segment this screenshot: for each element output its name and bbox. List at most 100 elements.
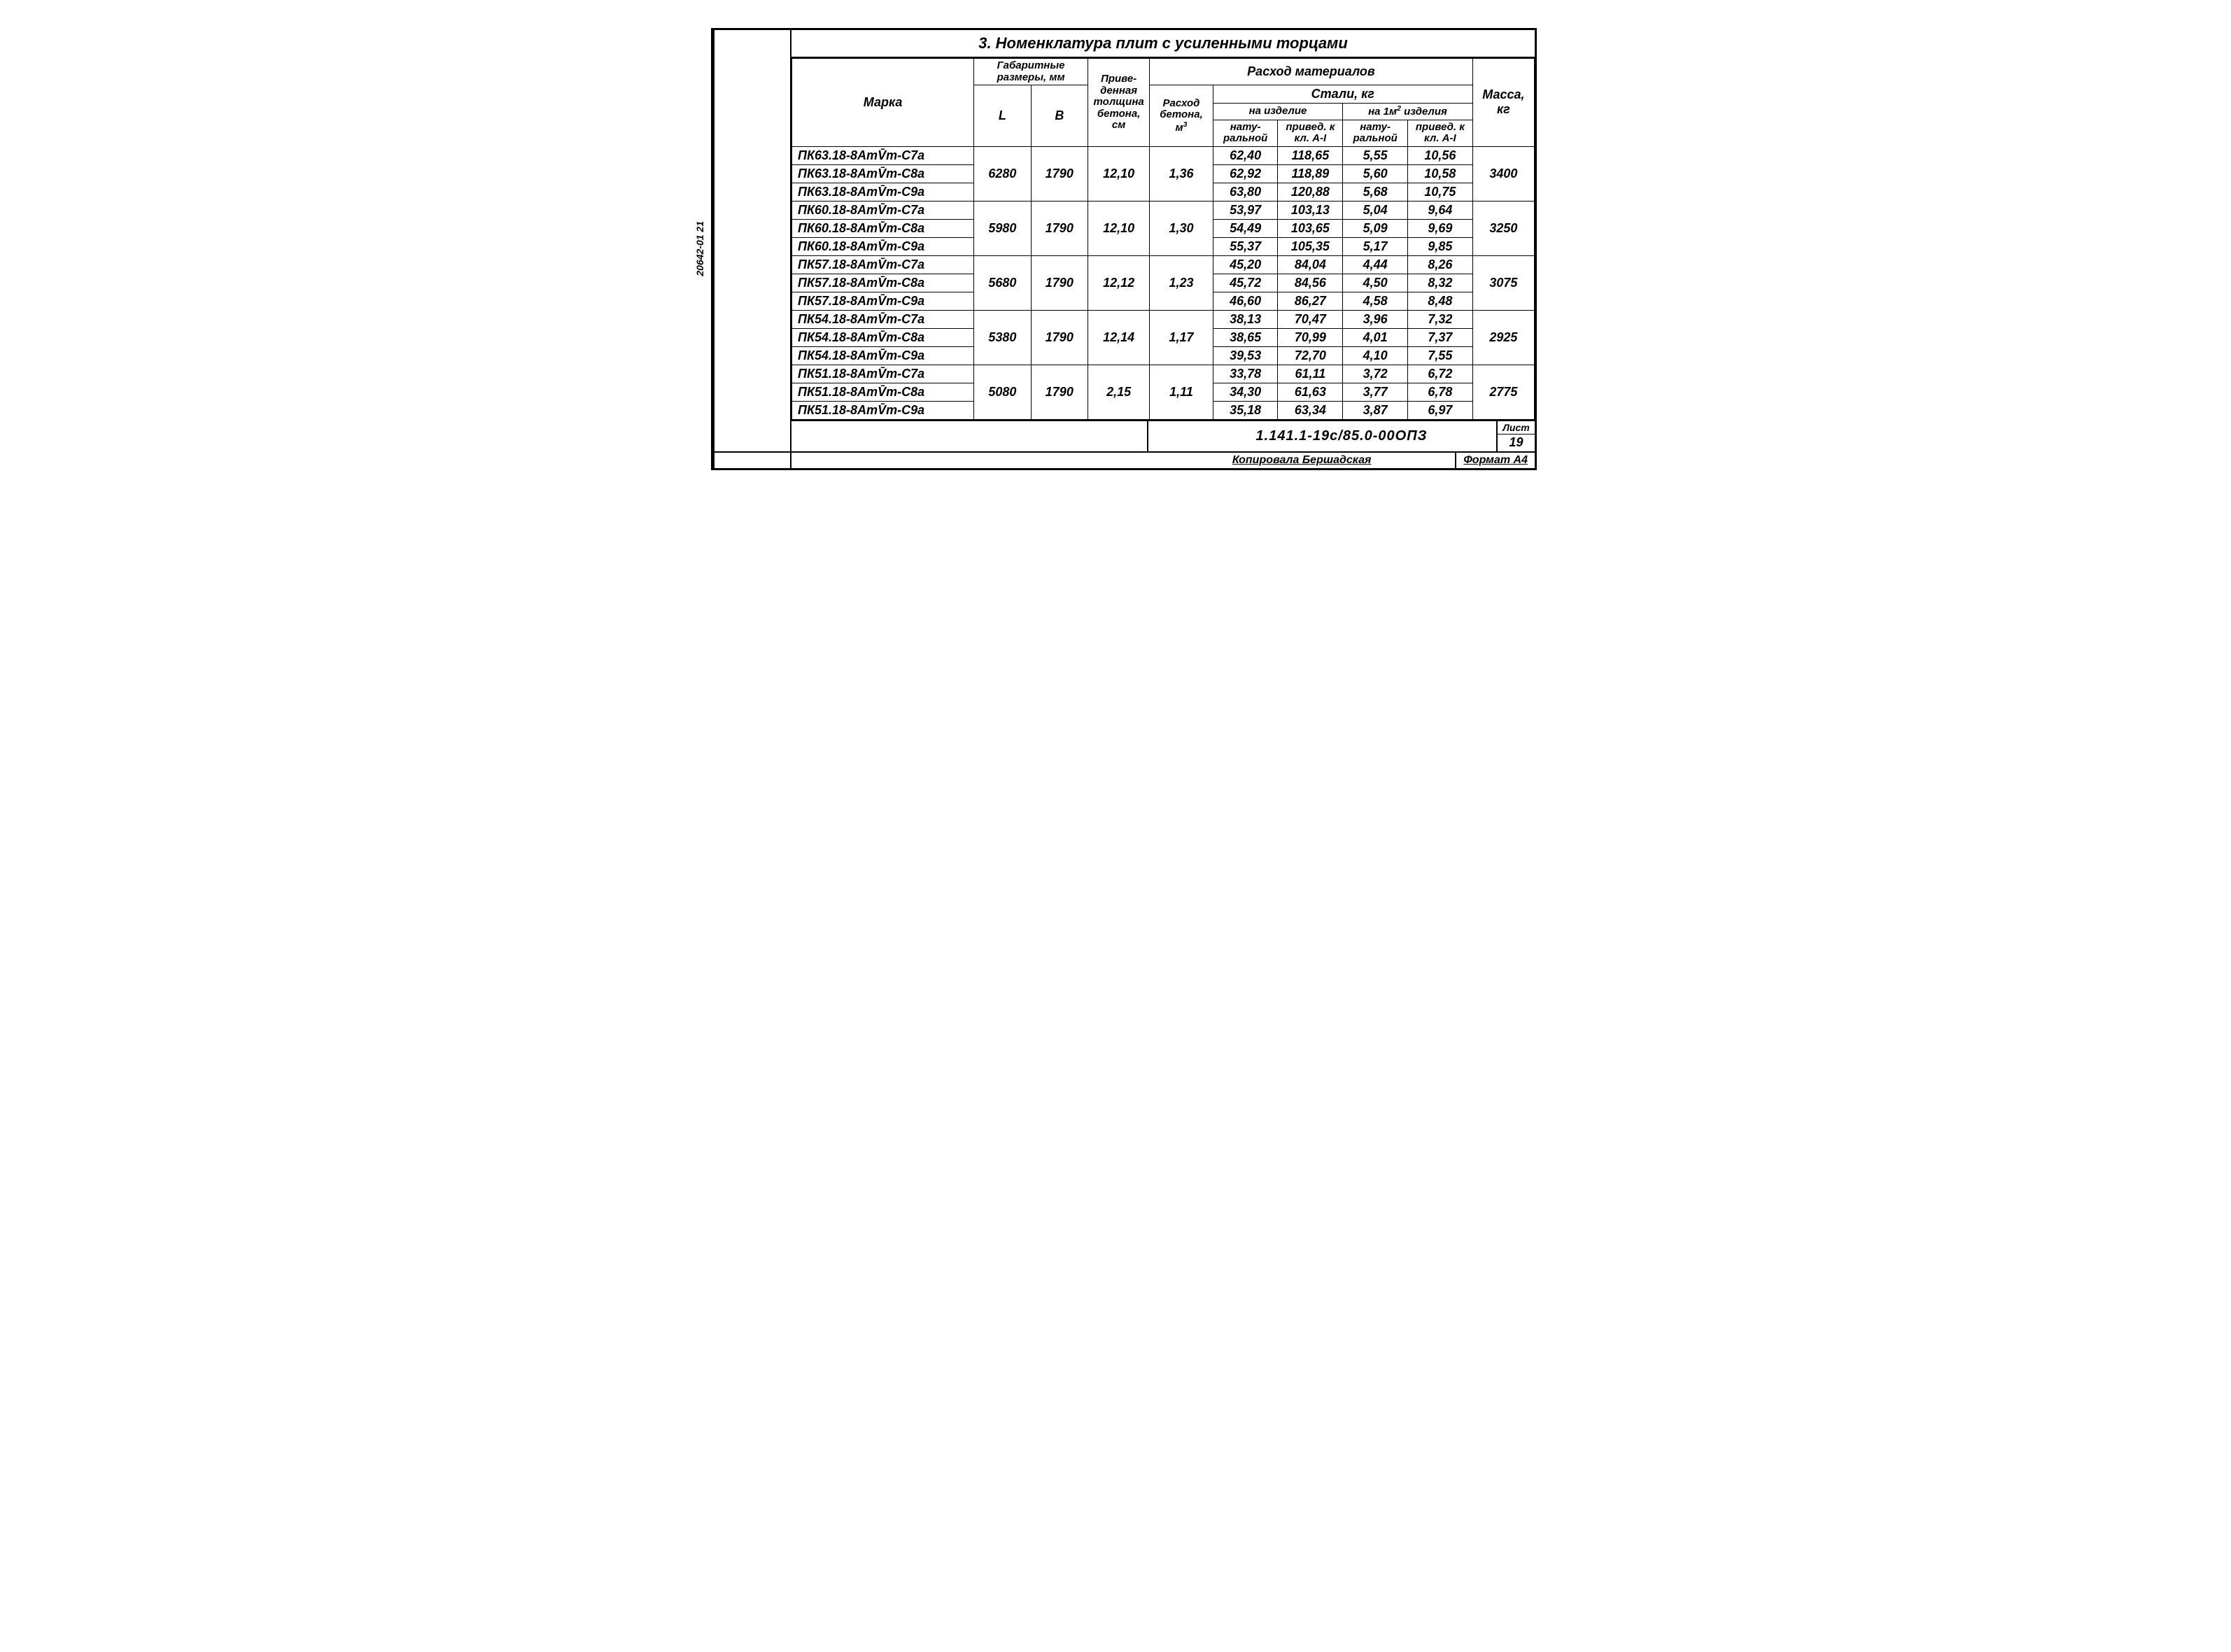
cell-thick: 12,14 — [1088, 310, 1150, 365]
hdr-thickness: Приве-денная толщина бетона, см — [1088, 59, 1150, 147]
cell-steel: 63,80 — [1213, 183, 1278, 201]
cell-marka: ПК51.18-8АтV̄т-С9а — [792, 401, 974, 419]
cell-B: 1790 — [1031, 255, 1088, 310]
cell-steel: 4,50 — [1343, 274, 1408, 292]
cell-steel: 84,04 — [1278, 255, 1343, 274]
cell-steel: 5,17 — [1343, 237, 1408, 255]
footer-strip: Копировала Бершадская Формат А4 — [715, 451, 1535, 468]
cell-concrete: 1,30 — [1150, 201, 1213, 255]
cell-mass: 3250 — [1472, 201, 1534, 255]
cell-concrete: 1,36 — [1150, 146, 1213, 201]
cell-thick: 12,10 — [1088, 201, 1150, 255]
table-row: ПК57.18-8АтV̄т-С7а5680179012,121,2345,20… — [792, 255, 1535, 274]
hdr-mass: Масса, кг — [1472, 59, 1534, 147]
cell-mass: 3400 — [1472, 146, 1534, 201]
cell-steel: 35,18 — [1213, 401, 1278, 419]
cell-steel: 70,47 — [1278, 310, 1343, 328]
cell-steel: 33,78 — [1213, 365, 1278, 383]
cell-thick: 12,10 — [1088, 146, 1150, 201]
title-block: 1.141.1-19с/85.0-00ОПЗ Лист 19 — [791, 420, 1535, 451]
cell-steel: 118,65 — [1278, 146, 1343, 164]
cell-steel: 9,64 — [1407, 201, 1472, 219]
cell-marka: ПК63.18-8АтV̄т-С7а — [792, 146, 974, 164]
cell-steel: 8,26 — [1407, 255, 1472, 274]
cell-L: 5680 — [974, 255, 1031, 310]
cell-steel: 8,32 — [1407, 274, 1472, 292]
cell-steel: 55,37 — [1213, 237, 1278, 255]
cell-steel: 63,34 — [1278, 401, 1343, 419]
cell-steel: 54,49 — [1213, 219, 1278, 237]
cell-marka: ПК60.18-8АтV̄т-С7а — [792, 201, 974, 219]
cell-concrete: 1,23 — [1150, 255, 1213, 310]
cell-steel: 70,99 — [1278, 328, 1343, 346]
cell-steel: 53,97 — [1213, 201, 1278, 219]
table-body: ПК63.18-8АтV̄т-С7а6280179012,101,3662,40… — [792, 146, 1535, 419]
cell-steel: 38,65 — [1213, 328, 1278, 346]
cell-steel: 5,04 — [1343, 201, 1408, 219]
cell-steel: 105,35 — [1278, 237, 1343, 255]
cell-steel: 46,60 — [1213, 292, 1278, 310]
hdr-materials: Расход материалов — [1150, 59, 1472, 85]
cell-B: 1790 — [1031, 365, 1088, 419]
cell-steel: 6,72 — [1407, 365, 1472, 383]
cell-concrete: 1,11 — [1150, 365, 1213, 419]
cell-steel: 3,77 — [1343, 383, 1408, 401]
cell-steel: 72,70 — [1278, 346, 1343, 365]
cell-steel: 5,09 — [1343, 219, 1408, 237]
cell-L: 5380 — [974, 310, 1031, 365]
table-row: ПК51.18-8АтV̄т-С7а508017902,151,1133,786… — [792, 365, 1535, 383]
hdr-per-m2: на 1м2 изделия — [1343, 104, 1473, 120]
hdr-concrete: Расход бетона, м3 — [1150, 85, 1213, 147]
cell-steel: 7,32 — [1407, 310, 1472, 328]
drawing-frame: 3. Номенклатура плит с усиленными торцам… — [711, 28, 1537, 470]
cell-steel: 6,78 — [1407, 383, 1472, 401]
table-row: ПК63.18-8АтV̄т-С7а6280179012,101,3662,40… — [792, 146, 1535, 164]
cell-B: 1790 — [1031, 310, 1088, 365]
cell-steel: 62,40 — [1213, 146, 1278, 164]
cell-steel: 7,37 — [1407, 328, 1472, 346]
cell-marka: ПК51.18-8АтV̄т-С7а — [792, 365, 974, 383]
table-title: 3. Номенклатура плит с усиленными торцам… — [791, 30, 1535, 58]
cell-L: 5980 — [974, 201, 1031, 255]
cell-steel: 10,56 — [1407, 146, 1472, 164]
cell-marka: ПК54.18-8АтV̄т-С7а — [792, 310, 974, 328]
hdr-steel: Стали, кг — [1213, 85, 1472, 104]
cell-steel: 7,55 — [1407, 346, 1472, 365]
cell-steel: 4,44 — [1343, 255, 1408, 274]
cell-steel: 5,55 — [1343, 146, 1408, 164]
cell-marka: ПК54.18-8АтV̄т-С9а — [792, 346, 974, 365]
cell-steel: 8,48 — [1407, 292, 1472, 310]
hdr-per-item: на изделие — [1213, 104, 1343, 120]
cell-concrete: 1,17 — [1150, 310, 1213, 365]
format-label: Формат А4 — [1455, 453, 1535, 468]
cell-thick: 12,12 — [1088, 255, 1150, 310]
copier-name: Копировала Бершадская — [1148, 453, 1455, 468]
table-header: Марка Габаритные размеры, мм Приве-денна… — [792, 59, 1535, 147]
cell-steel: 4,58 — [1343, 292, 1408, 310]
cell-steel: 103,65 — [1278, 219, 1343, 237]
cell-steel: 84,56 — [1278, 274, 1343, 292]
cell-steel: 6,97 — [1407, 401, 1472, 419]
hdr-dims: Габаритные размеры, мм — [974, 59, 1088, 85]
cell-steel: 120,88 — [1278, 183, 1343, 201]
cell-marka: ПК60.18-8АтV̄т-С8а — [792, 219, 974, 237]
cell-marka: ПК57.18-8АтV̄т-С7а — [792, 255, 974, 274]
binding-margin — [715, 30, 791, 468]
cell-steel: 103,13 — [1278, 201, 1343, 219]
cell-steel: 9,85 — [1407, 237, 1472, 255]
cell-steel: 3,96 — [1343, 310, 1408, 328]
cell-steel: 5,68 — [1343, 183, 1408, 201]
cell-marka: ПК63.18-8АтV̄т-С9а — [792, 183, 974, 201]
hdr-red2: привед. к кл. А-I — [1407, 120, 1472, 146]
cell-steel: 10,58 — [1407, 164, 1472, 183]
hdr-B: В — [1031, 85, 1088, 147]
cell-marka: ПК57.18-8АтV̄т-С9а — [792, 292, 974, 310]
cell-marka: ПК63.18-8АтV̄т-С8а — [792, 164, 974, 183]
cell-steel: 5,60 — [1343, 164, 1408, 183]
nomenclature-table: Марка Габаритные размеры, мм Приве-денна… — [791, 58, 1535, 420]
hdr-nat2: нату-ральной — [1343, 120, 1408, 146]
cell-steel: 9,69 — [1407, 219, 1472, 237]
cell-steel: 61,63 — [1278, 383, 1343, 401]
cell-steel: 3,72 — [1343, 365, 1408, 383]
cell-steel: 10,75 — [1407, 183, 1472, 201]
